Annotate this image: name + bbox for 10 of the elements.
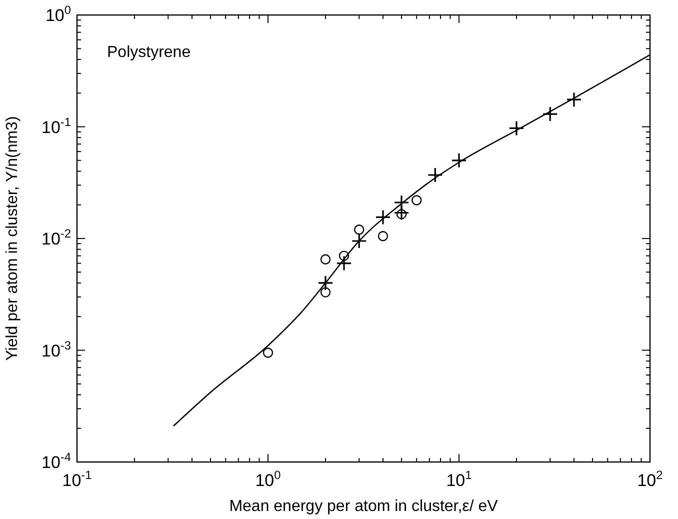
y-tick-label: 10$^{-2}$ [42, 226, 72, 248]
x-tick-label: 10$^{0}$ [255, 468, 282, 490]
y-tick-label: 10$^{-1}$ [42, 114, 72, 137]
x-tick-label: 10$^{1}$ [446, 468, 472, 490]
y-axis-title: Yield per atom in cluster, Y/n(nm3) [4, 116, 21, 361]
x-axis-title: Mean energy per atom in cluster,ε/ eV [229, 498, 498, 515]
y-tick-label: 10$^{0}$ [45, 3, 72, 25]
annotation: Polystyrene [107, 44, 191, 61]
y-tick-label: 10$^{-3}$ [42, 338, 72, 360]
x-tick-label: 10$^{2}$ [637, 468, 664, 490]
